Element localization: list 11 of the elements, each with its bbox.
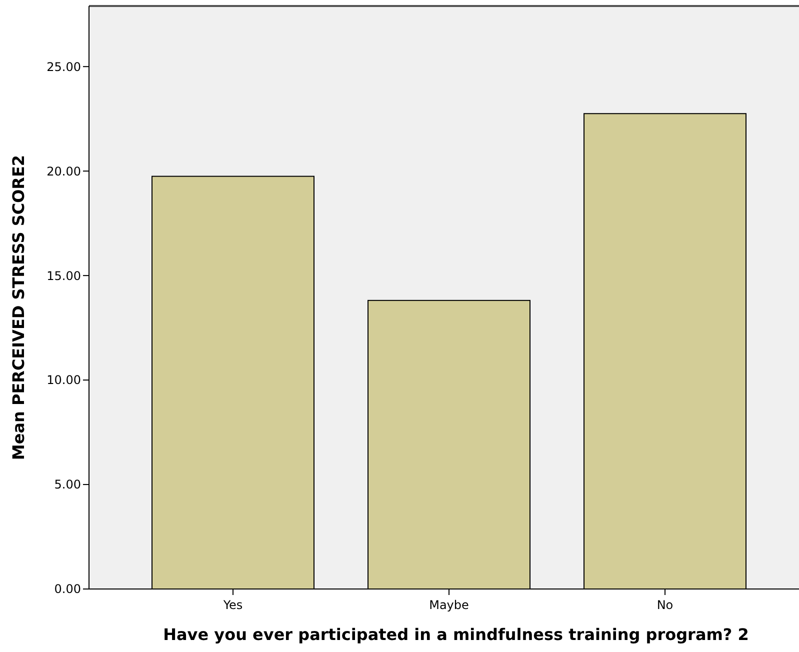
x-axis-title: Have you ever participated in a mindfulness training program? 2	[163, 625, 749, 644]
x-tick-label: Yes	[222, 598, 243, 612]
y-tick-label: 25.00	[46, 60, 81, 74]
y-tick-label: 20.00	[46, 164, 81, 178]
y-axis-title: Mean PERCEIVED STRESS SCORE2	[9, 154, 28, 460]
x-tick-label: No	[656, 598, 674, 612]
y-tick-label: 15.00	[46, 268, 81, 283]
y-tick-label: 0.00	[54, 582, 81, 596]
y-tick-label: 5.00	[54, 478, 81, 492]
y-tick-label: 10.00	[46, 373, 81, 388]
x-tick-label: Maybe	[429, 598, 469, 612]
